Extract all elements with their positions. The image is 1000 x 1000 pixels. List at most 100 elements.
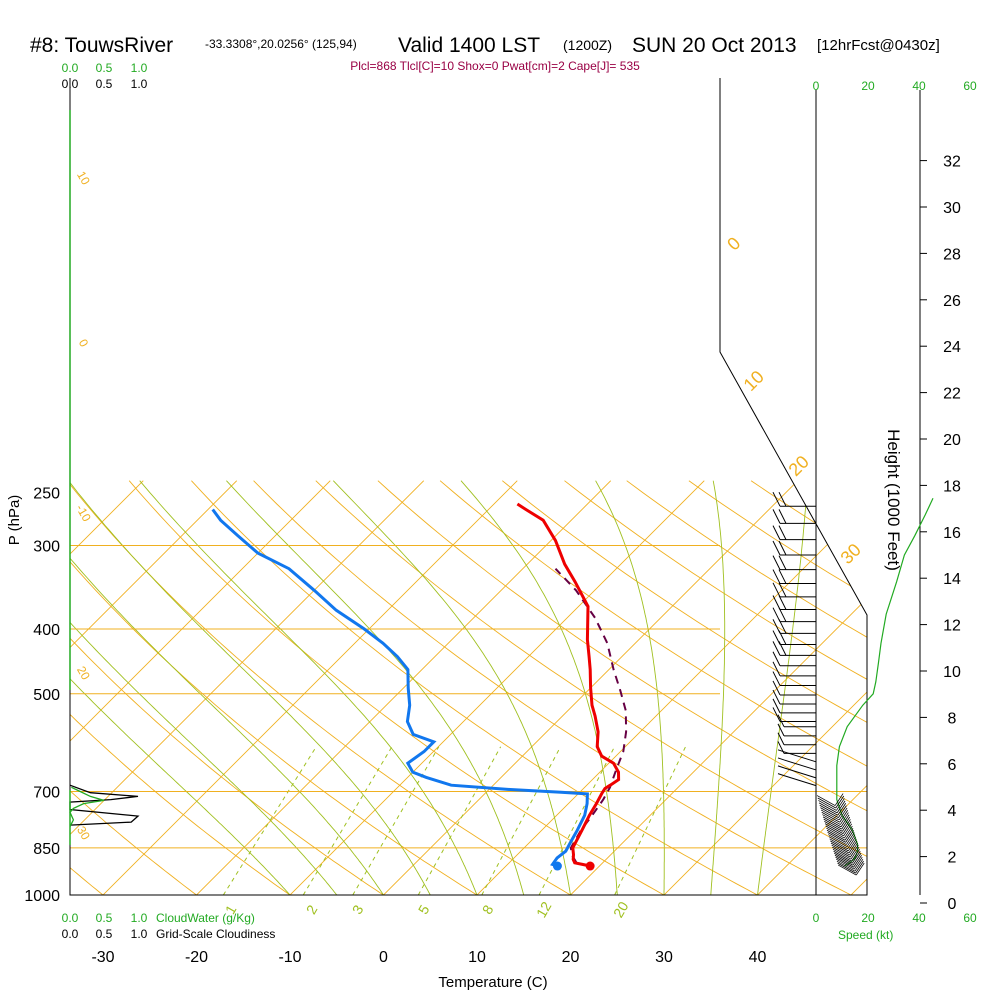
valid-time: Valid 1400 LST bbox=[398, 34, 540, 57]
mixing-ratio-line bbox=[481, 746, 561, 895]
height-tick-label: 16 bbox=[943, 525, 961, 542]
wind-barb-shaft bbox=[824, 823, 844, 834]
wind-barb-flag bbox=[772, 595, 781, 610]
height-tick-label: 28 bbox=[943, 246, 961, 263]
x-tick-label: 10 bbox=[468, 949, 486, 966]
dry-adiabat-line bbox=[70, 480, 406, 895]
wind-barb-flag bbox=[855, 862, 865, 876]
pressure-tick-label: 850 bbox=[33, 841, 60, 858]
wind-barb-flag bbox=[848, 840, 858, 854]
wind-barb-shaft bbox=[818, 802, 838, 814]
wind-barb-shaft bbox=[833, 850, 852, 862]
dry-adiabat-line bbox=[564, 480, 867, 895]
height-tick-label: 8 bbox=[948, 710, 957, 727]
dry-adiabat-line bbox=[377, 480, 867, 895]
wind-barb-shaft bbox=[834, 854, 854, 866]
x-tick-label: -30 bbox=[91, 949, 114, 966]
adiabat-label: 20 bbox=[74, 664, 93, 683]
surface-dewpoint-dot bbox=[552, 861, 562, 871]
wind-barb-flag bbox=[772, 607, 781, 622]
surface-temperature-dot bbox=[585, 861, 595, 871]
wind-barb-flag bbox=[772, 491, 781, 507]
x-axis-title: Temperature (C) bbox=[438, 974, 547, 991]
moist-adiabat-line bbox=[332, 480, 571, 895]
wind-barb-shaft bbox=[835, 856, 854, 868]
moist-adiabat-line bbox=[139, 480, 478, 895]
isotherm-line bbox=[88, 480, 518, 895]
cloudwater-tick-bottom: 0.5 bbox=[96, 911, 113, 925]
wind-barb-flag bbox=[847, 836, 856, 850]
speed-tick-bottom: 60 bbox=[963, 911, 977, 925]
wind-barb-flag bbox=[772, 509, 781, 524]
mixing-ratio-line bbox=[222, 746, 317, 895]
cloudiness-tick-top: 0.5 bbox=[96, 77, 113, 91]
wind-barb-flag bbox=[778, 595, 787, 610]
wind-barb-shaft bbox=[820, 809, 840, 821]
wind-barb-flag bbox=[844, 825, 853, 839]
x-tick-label: -20 bbox=[185, 949, 208, 966]
mixing-ratio-label: 12 bbox=[533, 899, 555, 921]
isobars bbox=[70, 545, 867, 896]
height-tick-label: 26 bbox=[943, 293, 961, 310]
wind-barb-shaft bbox=[825, 825, 844, 837]
speed-tick-top: 0 bbox=[813, 79, 820, 93]
x-tick-label: 30 bbox=[655, 949, 673, 966]
wind-barb-flag bbox=[772, 707, 781, 722]
isotherm-line bbox=[275, 480, 705, 895]
wind-barb-shaft bbox=[783, 767, 817, 779]
wind-barb-flag bbox=[778, 619, 787, 634]
wind-barb-shaft bbox=[837, 862, 856, 874]
wind-barb-shaft bbox=[831, 844, 850, 856]
moist-adiabat-line bbox=[70, 509, 291, 895]
height-tick-label: 2 bbox=[948, 850, 957, 867]
mixing-ratio-label: 3 bbox=[349, 902, 367, 917]
profiles bbox=[69, 110, 628, 871]
cloudiness-tick-top: 1.0 bbox=[131, 77, 148, 91]
wind-barb-flag bbox=[772, 689, 781, 705]
plot-frame bbox=[69, 78, 868, 896]
wind-barb-flag bbox=[772, 630, 781, 645]
dry-adiabat-line bbox=[70, 480, 216, 895]
height-tick-label: 24 bbox=[943, 339, 961, 356]
wind-barb-flag bbox=[772, 569, 781, 584]
wind-barb-flag bbox=[837, 803, 847, 816]
wind-barb-shaft bbox=[824, 821, 843, 832]
wind-barb-flag bbox=[840, 812, 849, 825]
wind-barb-flag bbox=[772, 540, 781, 556]
wind-barb-flag bbox=[853, 856, 863, 870]
wind-barb-flag bbox=[778, 582, 787, 598]
speed-tick-bottom: 20 bbox=[861, 911, 875, 925]
wind-barb-shaft bbox=[783, 775, 817, 787]
wind-barb-flag bbox=[839, 810, 849, 823]
thermo-grid bbox=[70, 480, 867, 895]
cloudiness-tick-top: 0.0 bbox=[62, 77, 79, 91]
mixing-ratio-label: 20 bbox=[610, 899, 632, 921]
wind-barb-shaft bbox=[819, 804, 838, 816]
wind-barb-flag bbox=[844, 828, 854, 841]
mixing-ratio-label: 8 bbox=[479, 902, 497, 917]
wind-barb-flag bbox=[778, 540, 787, 556]
cloudwater-tick-top: 1.0 bbox=[131, 61, 148, 75]
wind-barb-flag bbox=[778, 509, 787, 524]
wind-barb-shaft bbox=[827, 832, 846, 843]
cloudiness-label: Grid-Scale Cloudiness bbox=[156, 927, 275, 941]
wind-barb-flag bbox=[835, 795, 845, 809]
isotherm-line bbox=[836, 480, 867, 895]
dewpoint-profile bbox=[211, 508, 589, 868]
height-tick-label: 4 bbox=[948, 803, 957, 820]
wind-barb-flag bbox=[772, 555, 781, 570]
height-tick-label: 14 bbox=[943, 571, 961, 588]
wind-barb-shaft bbox=[828, 836, 848, 848]
isotherm-line bbox=[70, 480, 238, 895]
wind-barb-shaft bbox=[816, 795, 836, 806]
wind-barb-flag bbox=[772, 582, 781, 598]
wind-barb-flag bbox=[849, 844, 859, 858]
wind-barb-flag bbox=[845, 830, 854, 843]
height-tick-label: 0 bbox=[948, 896, 957, 913]
wind-barb-shaft bbox=[830, 840, 849, 852]
forecast-info: [12hrFcst@0430z] bbox=[817, 37, 940, 54]
wind-barb-shaft bbox=[783, 751, 817, 763]
wind-barb-shaft bbox=[783, 759, 817, 771]
